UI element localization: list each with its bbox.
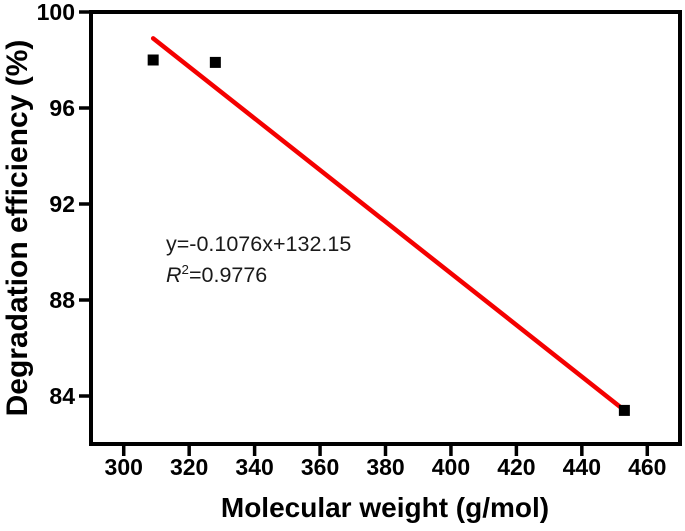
fit-equation: y=-0.1076x+132.15 [166, 232, 352, 256]
data-points [147, 54, 630, 416]
x-tick-label: 300 [105, 454, 143, 480]
x-tick-label: 400 [432, 454, 470, 480]
r-value: =0.9776 [188, 263, 268, 287]
r-exponent: 2 [181, 261, 189, 277]
scatter-point [209, 56, 221, 68]
y-axis-title: Degradation efficiency (%) [1, 40, 34, 417]
x-tick-label: 420 [497, 454, 535, 480]
scatter-point [147, 54, 159, 66]
x-axis-ticks: 300 320 340 360 380 400 420 440 460 [105, 444, 666, 480]
regression-line [150, 36, 627, 413]
x-tick-label: 440 [563, 454, 601, 480]
x-tick-label: 380 [366, 454, 404, 480]
y-tick-label: 84 [49, 383, 75, 409]
x-tick-label: 340 [235, 454, 273, 480]
y-axis-ticks: 84 88 92 96 100 [37, 0, 91, 409]
x-tick-label: 360 [301, 454, 339, 480]
fit-annotation: y=-0.1076x+132.15 R2=0.9776 [166, 229, 351, 291]
scatter-point [618, 404, 630, 416]
x-tick-label: 460 [628, 454, 666, 480]
y-tick-label: 88 [49, 287, 75, 313]
fit-r-squared: R2=0.9776 [166, 260, 351, 291]
y-tick-label: 92 [49, 191, 75, 217]
plot-frame [89, 10, 682, 446]
x-tick-label: 320 [170, 454, 208, 480]
y-tick-label: 100 [37, 0, 75, 25]
r-symbol: R [166, 263, 182, 287]
y-tick-label: 96 [49, 95, 75, 121]
x-axis-title: Molecular weight (g/mol) [221, 492, 549, 523]
